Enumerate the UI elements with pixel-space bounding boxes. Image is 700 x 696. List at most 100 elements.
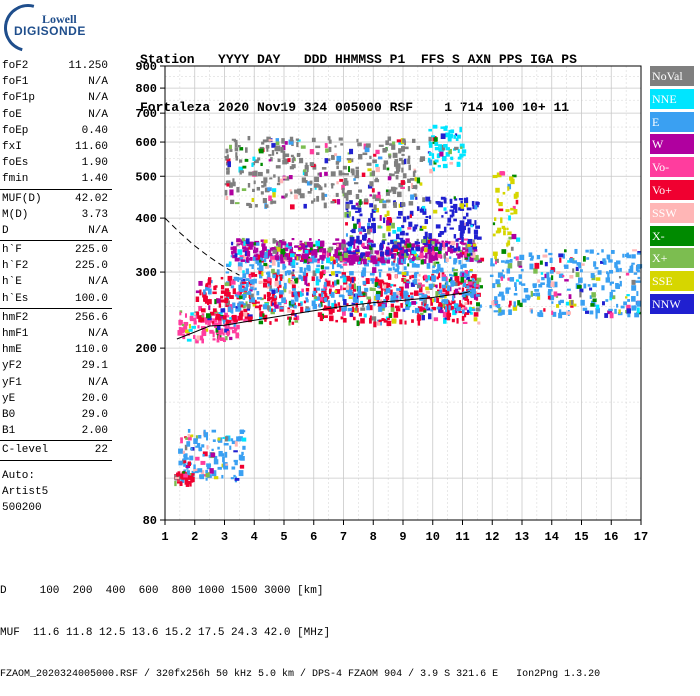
echo-point — [205, 472, 210, 478]
echo-point — [313, 287, 318, 293]
echo-point — [366, 296, 371, 300]
echo-point — [346, 210, 349, 213]
echo-point — [367, 237, 371, 242]
echo-point — [287, 307, 291, 311]
echo-point — [298, 274, 301, 279]
echo-point — [182, 328, 186, 333]
echo-point — [212, 308, 217, 313]
echo-point — [377, 321, 381, 326]
echo-point — [234, 202, 240, 205]
echo-point — [473, 294, 478, 300]
echo-point — [328, 139, 332, 144]
echo-point — [384, 287, 387, 294]
echo-point — [305, 179, 308, 184]
echo-point — [202, 326, 205, 333]
echo-point — [453, 282, 458, 287]
echo-point — [191, 317, 197, 321]
echo-point — [230, 280, 236, 285]
echo-point — [242, 445, 246, 450]
echo-point — [470, 252, 473, 256]
echo-point — [304, 250, 309, 254]
echo-point — [345, 203, 350, 209]
param-label: yF2 — [2, 360, 22, 373]
param-row: fxI 11.60 — [0, 139, 112, 155]
echo-point — [443, 299, 449, 305]
echo-point — [284, 270, 287, 276]
echo-point — [230, 246, 234, 250]
echo-point — [230, 477, 234, 480]
echo-point — [324, 293, 328, 297]
param-label: M(D) — [2, 208, 29, 221]
echo-point — [385, 288, 391, 294]
echo-point — [311, 250, 316, 255]
echo-point — [428, 142, 433, 148]
echo-point — [357, 256, 362, 261]
echo-point — [345, 233, 348, 237]
param-label: hmE — [2, 344, 22, 357]
echo-point — [462, 282, 467, 288]
echo-point — [251, 162, 254, 167]
echo-point — [175, 476, 180, 480]
echo-point — [250, 281, 253, 284]
echo-point — [473, 282, 477, 288]
echo-point — [303, 203, 307, 209]
echo-point — [248, 241, 254, 247]
echo-point — [217, 319, 222, 326]
echo-point — [226, 158, 231, 163]
echo-point — [252, 171, 257, 176]
echo-point — [253, 254, 256, 257]
echo-point — [187, 461, 191, 467]
echo-point — [537, 312, 540, 317]
echo-point — [408, 164, 411, 171]
echo-point — [226, 167, 229, 171]
echo-point — [509, 277, 515, 282]
echo-point — [224, 451, 228, 458]
echo-point — [413, 273, 418, 279]
echo-point — [388, 312, 393, 319]
echo-point — [452, 309, 457, 316]
echo-point — [494, 300, 499, 304]
echo-point — [288, 252, 291, 257]
echo-point — [215, 316, 220, 320]
echo-point — [463, 312, 467, 318]
echo-point — [238, 284, 243, 291]
echo-point — [267, 275, 271, 282]
echo-point — [417, 306, 423, 312]
echo-point — [336, 199, 341, 205]
echo-point — [378, 272, 382, 278]
echo-point — [398, 148, 402, 154]
echo-point — [360, 226, 365, 230]
echo-point — [238, 301, 244, 307]
echo-point — [404, 282, 410, 289]
echo-point — [325, 280, 331, 287]
echo-point — [374, 278, 380, 284]
echo-point — [201, 331, 207, 337]
echo-point — [234, 478, 240, 481]
echo-point — [351, 302, 356, 305]
echo-point — [550, 281, 555, 288]
legend-item-nne: NNE — [650, 88, 694, 109]
echo-point — [349, 312, 353, 317]
echo-point — [386, 199, 391, 203]
echo-point — [410, 182, 414, 189]
echo-point — [416, 238, 419, 241]
echo-point — [602, 301, 605, 306]
echo-point — [222, 332, 225, 336]
echo-point — [313, 198, 316, 202]
echo-point — [415, 196, 418, 200]
param-label: h`F2 — [2, 260, 29, 273]
echo-point — [335, 258, 339, 263]
echo-point — [627, 312, 631, 318]
echo-point — [247, 314, 253, 318]
echo-point — [331, 281, 335, 288]
echo-point — [225, 326, 229, 330]
echo-point — [344, 192, 348, 199]
echo-point — [456, 246, 459, 252]
echo-point — [315, 276, 319, 282]
echo-point — [413, 278, 417, 285]
echo-point — [450, 280, 454, 287]
echo-point — [391, 222, 395, 229]
echo-point — [187, 428, 191, 433]
echo-point — [334, 249, 339, 255]
echo-point — [538, 284, 543, 288]
